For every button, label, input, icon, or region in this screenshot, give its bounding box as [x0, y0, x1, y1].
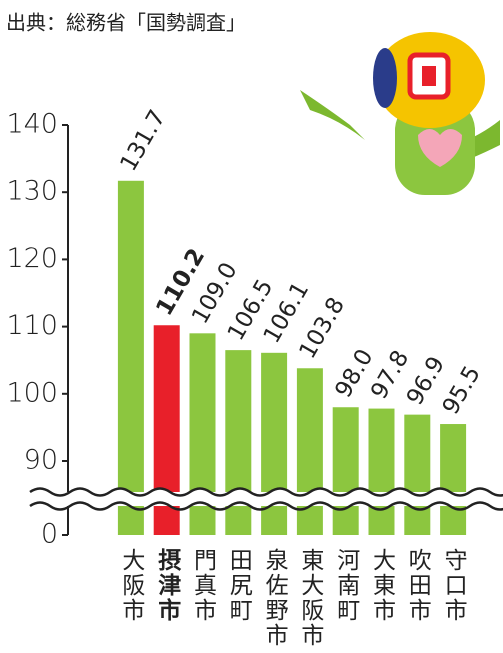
y-tick-label: 110	[6, 310, 58, 341]
x-tick-label: 門真市	[190, 548, 217, 623]
x-tick-label: 泉佐野市	[261, 548, 289, 648]
bar	[332, 407, 359, 535]
x-tick-label: 吹田市	[404, 548, 431, 623]
y-tick-label: 90	[24, 445, 58, 476]
mascot	[300, 32, 500, 195]
axis-break-line	[29, 487, 503, 497]
x-tick-label: 田尻町	[225, 548, 253, 623]
value-label: 131.7	[116, 106, 171, 176]
y-tick-label: 130	[6, 176, 58, 207]
y-tick-label: 0	[41, 519, 58, 550]
x-tick-label: 河南町	[333, 548, 361, 623]
bar	[368, 408, 395, 535]
x-tick-label: 摂津市	[154, 548, 182, 623]
bar	[440, 424, 467, 535]
bar	[404, 414, 431, 535]
bar	[117, 180, 144, 535]
x-tick-label: 大東市	[369, 548, 397, 623]
y-tick-label: 140	[6, 109, 58, 140]
axis-break-line	[29, 501, 503, 511]
x-tick-label: 東大阪市	[297, 548, 325, 648]
x-tick-label: 大阪市	[118, 548, 146, 623]
source: 出典：総務省「国勢調査」	[6, 11, 246, 35]
x-tick-label: 守口市	[440, 548, 467, 623]
y-tick-label: 120	[6, 243, 58, 274]
y-tick-label: 100	[6, 377, 58, 408]
